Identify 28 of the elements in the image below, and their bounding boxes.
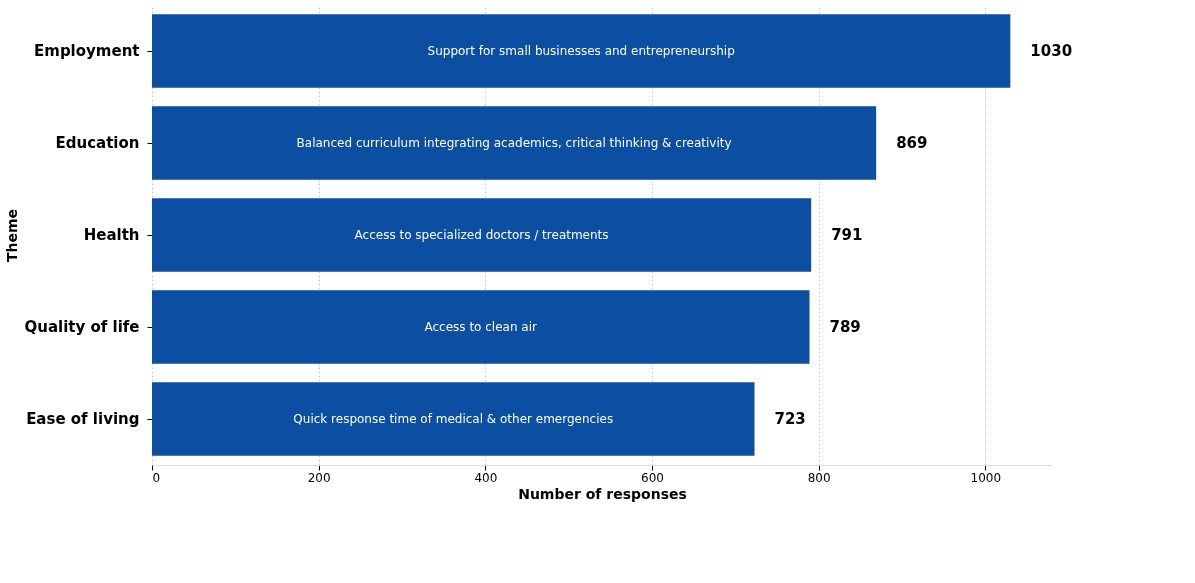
data-label: 789 [829,318,861,336]
x-tick-label: 400 [474,470,498,485]
bar [152,14,1011,88]
x-tick-label: 800 [807,470,831,485]
data-label: 1030 [1030,42,1073,60]
annotation: Balanced curriculum integrating academics, critical thinking & creativity [296,136,732,150]
annotation: Quick response time of medical & other emergencies [293,412,614,426]
y-tick-label: Education [55,134,140,152]
bar [152,198,812,272]
y-tick-label: Employment [34,42,140,60]
data-label: 723 [774,410,806,428]
bar [152,382,755,456]
x-tick-label: 0 [152,470,161,485]
y-tick-label: Health [83,226,140,244]
x-tick-label: 600 [641,470,664,485]
data-label: 791 [831,226,863,244]
x-axis-title: Number of responses [518,485,687,502]
y-tick-label: Quality of life [24,318,140,336]
annotation: Access to clean air [424,320,538,334]
y-tick-label: Ease of living [26,410,140,428]
bar [152,106,877,180]
x-tick-label: 1000 [970,470,1002,485]
bar [152,290,810,364]
annotation: Access to specialized doctors / treatments [354,228,609,242]
annotation: Support for small businesses and entrepreneurship [427,44,735,58]
data-label: 869 [896,134,928,152]
x-tick-label: 200 [307,470,331,485]
y-axis-title: Theme [4,208,21,263]
